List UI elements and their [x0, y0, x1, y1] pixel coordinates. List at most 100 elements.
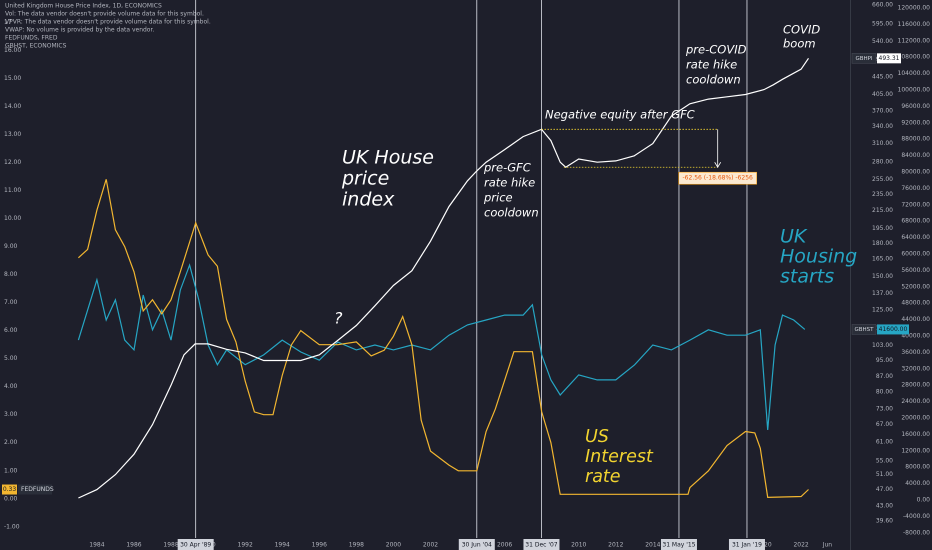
y-tick-label: 16.00 [4, 47, 21, 54]
annotation: COVID [783, 23, 820, 37]
legend-line: VWAP: No volume is provided by the data … [5, 27, 154, 34]
y3-tick-label: 88000.00 [901, 136, 930, 143]
y3-tick-label: 112000.00 [898, 37, 931, 44]
annotation: starts [780, 266, 834, 288]
price-tag-name: FEDFUNDS [21, 486, 54, 493]
y-tick-label: -1.00 [4, 523, 20, 530]
y2-tick-label: 80.00 [876, 389, 893, 396]
annotation: Interest [585, 447, 654, 467]
y3-tick-label: 108000.00 [898, 54, 931, 61]
y3-tick-label: 96000.00 [901, 103, 930, 110]
price-tag [2, 484, 17, 495]
y2-tick-label: 67.00 [876, 421, 893, 428]
y3-tick-label: 68000.00 [901, 218, 930, 225]
marker-label: 31 Dec '07 [525, 542, 558, 549]
marker-label-box [728, 539, 765, 550]
y2-tick-label: 195.00 [872, 225, 893, 232]
price-tag-name-box [851, 53, 877, 64]
y2-tick-label: 103.00 [872, 342, 893, 349]
annotation: UK [780, 226, 808, 248]
series-line [77, 179, 809, 499]
annotation: Housing [780, 246, 857, 268]
annotation: price [341, 168, 389, 190]
y3-tick-label: 116000.00 [898, 21, 931, 28]
marker-label-box [523, 539, 560, 550]
price-tag-value: 0.33 [3, 486, 17, 493]
annotation: boom [783, 37, 816, 51]
marker-label: 30 Apr '89 [180, 542, 211, 549]
x-tick-label: 1988 [163, 542, 178, 549]
annotation: UK House [342, 147, 434, 169]
x-tick-label: 1984 [89, 542, 104, 549]
y2-tick-label: 47.00 [876, 486, 893, 493]
y-tick-label: 17 [4, 19, 12, 26]
price-tag-value: 41600.00 [879, 326, 908, 333]
y2-tick-label: 340.00 [872, 123, 893, 130]
legend-line: Vol: The data vendor doesn't provide vol… [5, 11, 204, 18]
y-tick-label: 13.00 [4, 131, 21, 138]
measure-label: -62.56 (-18.68%) -6256 [683, 175, 753, 182]
price-tag-name: GBHPI [855, 56, 872, 62]
annotation: price [483, 191, 513, 205]
y3-tick-label: 44000.00 [901, 316, 930, 323]
y3-tick-label: 20000.00 [901, 414, 930, 421]
y2-tick-label: 165.00 [872, 256, 893, 263]
y3-tick-label: -4000.00 [903, 513, 930, 520]
x-tick-label: 2002 [423, 542, 438, 549]
y3-tick-label: 52000.00 [901, 283, 930, 290]
y-tick-label: 3.00 [4, 411, 18, 418]
y3-tick-label: 64000.00 [901, 234, 930, 241]
y3-tick-label: 16000.00 [901, 431, 930, 438]
y3-tick-label: 92000.00 [901, 119, 930, 126]
y2-tick-label: 215.00 [872, 207, 893, 214]
price-tag-name-box [851, 324, 877, 335]
y2-tick-label: 125.00 [872, 307, 893, 314]
y2-tick-label: 87.00 [876, 373, 893, 380]
y-tick-label: 12.00 [4, 159, 21, 166]
price-tag [877, 53, 901, 64]
y-tick-label: 6.00 [4, 327, 18, 334]
y2-tick-label: 137.00 [872, 290, 893, 297]
y2-tick-label: 180.00 [872, 240, 893, 247]
x-tick-label: 1996 [312, 542, 327, 549]
y3-tick-label: 8000.00 [905, 464, 930, 471]
y2-tick-label: 280.00 [872, 159, 893, 166]
y2-tick-label: 95.00 [876, 357, 893, 364]
y2-tick-label: 595.00 [872, 20, 893, 27]
y-tick-label: 4.00 [4, 383, 18, 390]
marker-label: 31 Jan '19 [732, 542, 762, 549]
annotation: index [342, 189, 395, 211]
series-line [78, 57, 809, 499]
annotation: rate [585, 467, 621, 487]
y3-tick-label: 60000.00 [901, 250, 930, 257]
series-line [77, 263, 806, 430]
y-tick-label: 10.00 [4, 215, 21, 222]
x-tick-label: 1994 [275, 542, 290, 549]
measure-label-box [678, 171, 757, 185]
legend-line: United Kingdom House Price Index, 1D, EC… [5, 3, 162, 10]
y3-tick-label: 32000.00 [901, 365, 930, 372]
x-tick-label: 1998 [349, 542, 364, 549]
y3-tick-label: 40000.00 [901, 332, 930, 339]
legend-line: FEDFUNDS, FRED [5, 35, 58, 42]
x-tick-label: Jun [822, 542, 833, 549]
y2-tick-label: 43.00 [876, 502, 893, 509]
y3-tick-label: 48000.00 [901, 300, 930, 307]
legend-line: VPVR: The data vendor doesn't provide vo… [5, 19, 211, 26]
x-tick-label: 2022 [793, 542, 808, 549]
y2-tick-label: 370.00 [872, 108, 893, 115]
legend-line: GBHST, ECONOMICS [5, 43, 67, 50]
y3-tick-label: 24000.00 [901, 398, 930, 405]
y3-tick-label: 28000.00 [901, 382, 930, 389]
y2-tick-label: 660.00 [872, 1, 893, 8]
y3-tick-label: 76000.00 [901, 185, 930, 192]
annotation: US [585, 427, 609, 447]
y-tick-label: 1.00 [4, 467, 18, 474]
measure-arrow-head [714, 162, 722, 169]
annotation: rate hike [686, 58, 737, 72]
x-tick-label: 2014 [645, 542, 660, 549]
annotation: ? [334, 309, 343, 328]
annotation: pre-COVID [685, 43, 747, 57]
